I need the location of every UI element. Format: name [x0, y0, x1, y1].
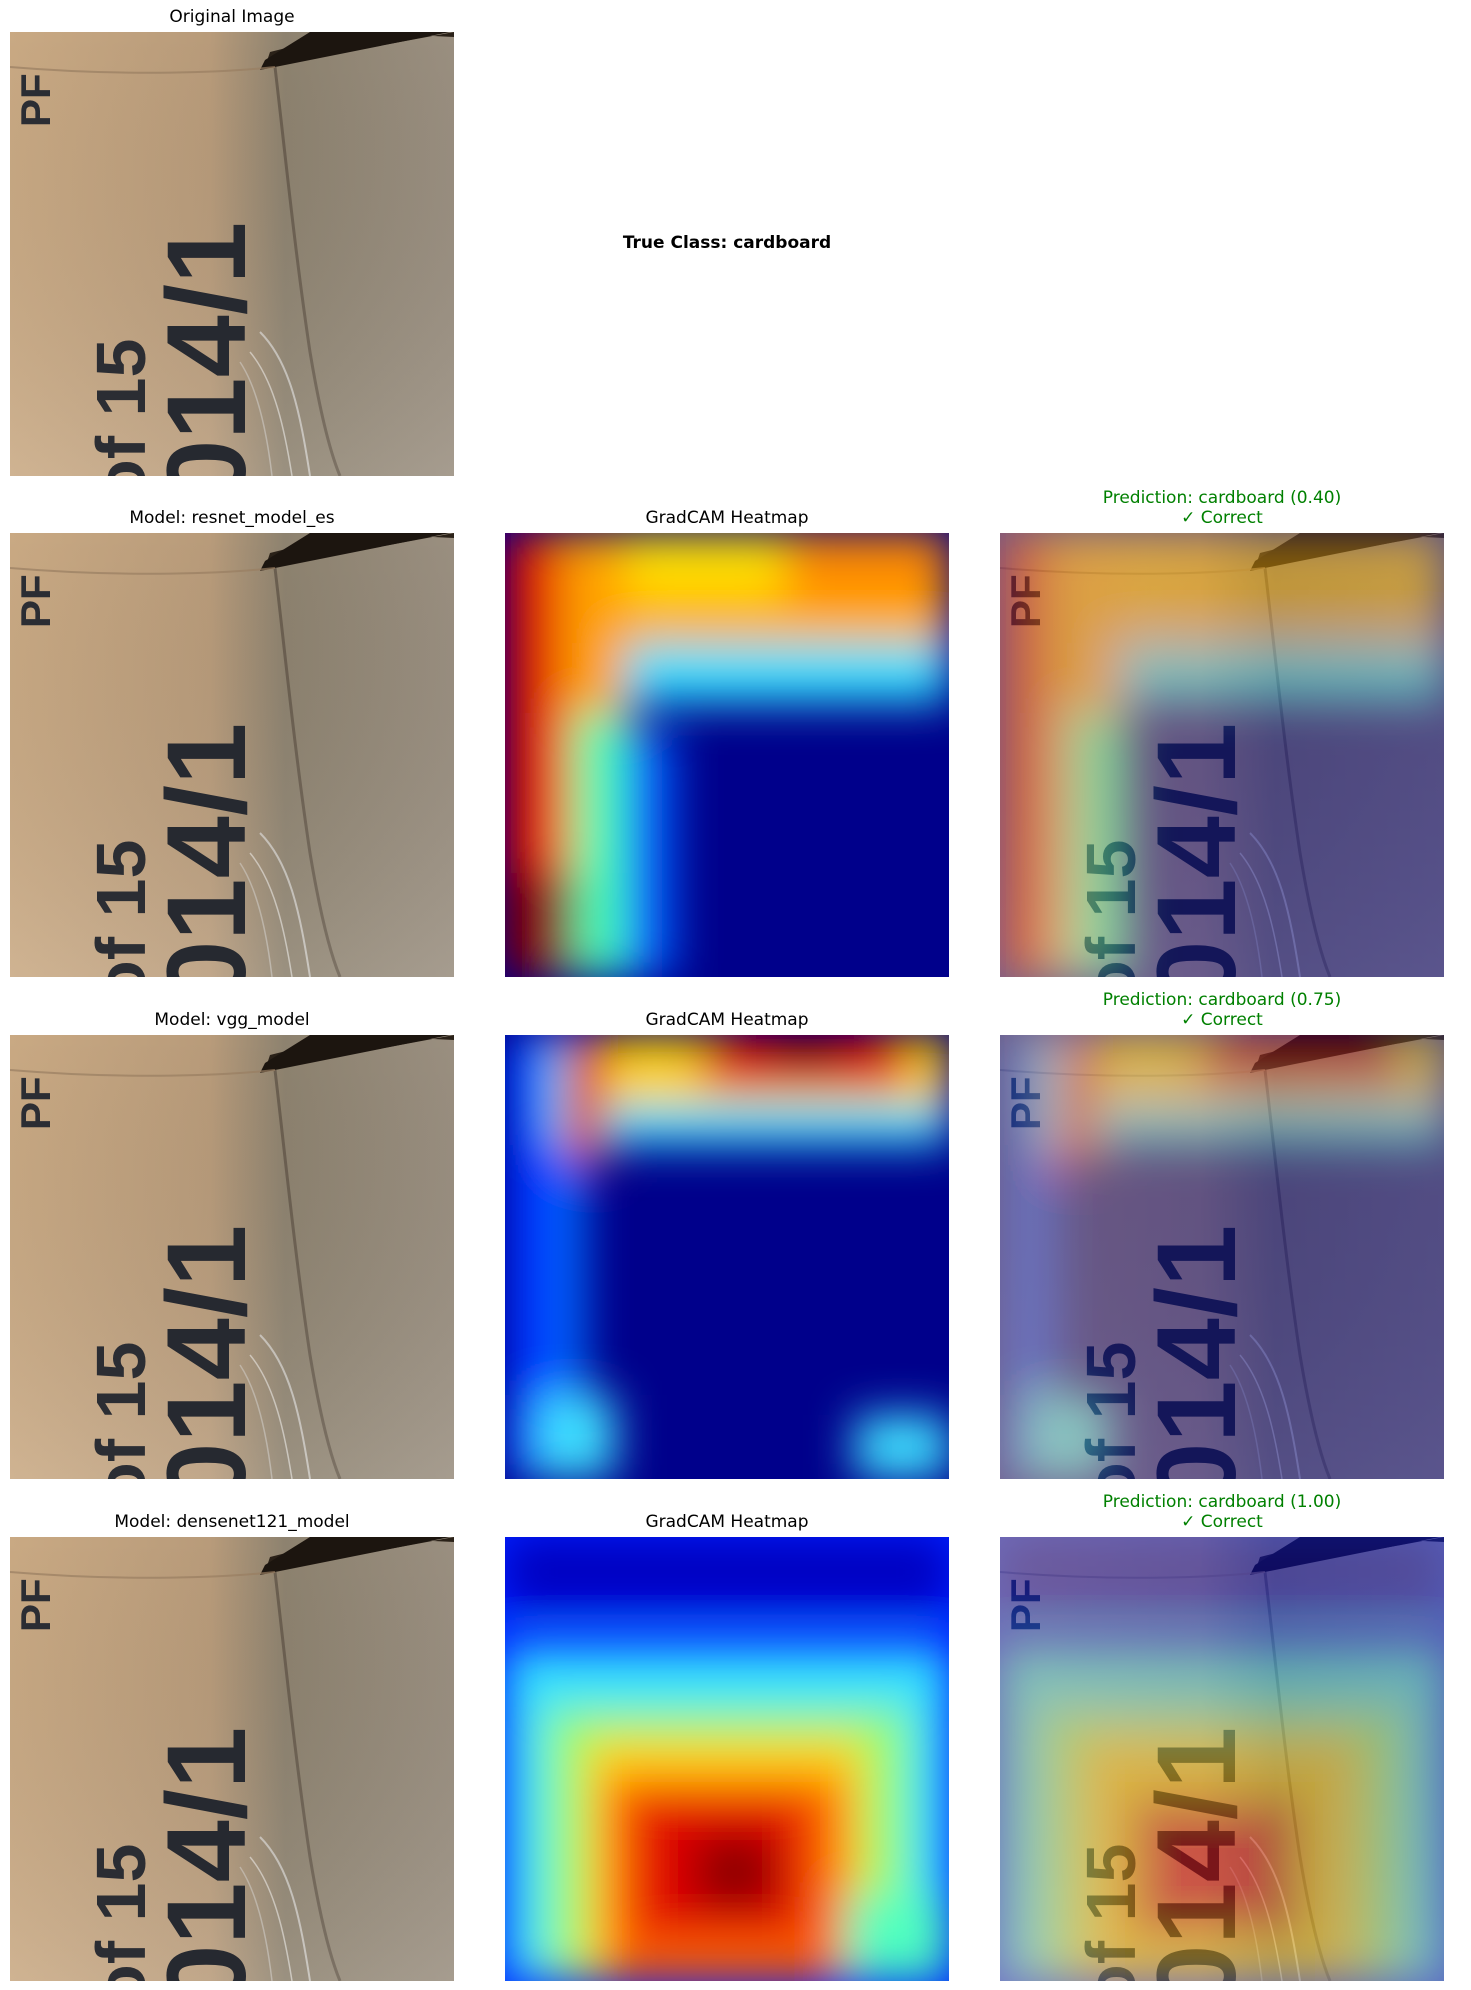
box-text-code: 014/1 [144, 222, 269, 476]
heatmap-title-densenet121: GradCAM Heatmap [645, 1512, 809, 1532]
box-text-code: 014/1 [1134, 1225, 1259, 1479]
model-title-densenet121: Model: densenet121_model [114, 1512, 350, 1532]
original-image-title: Original Image [169, 7, 295, 27]
input-image-resnet: PF of 15 014/1 [10, 533, 454, 977]
prediction-label-densenet121: Prediction: cardboard (1.00) [1102, 1492, 1342, 1512]
prediction-vgg: Prediction: cardboard (0.75) ✓ Correct [1000, 990, 1444, 1030]
gradcam-heatmap-densenet121 [505, 1537, 949, 1981]
box-text-pf: PF [12, 1578, 59, 1632]
box-text-pf: PF [12, 574, 59, 628]
prediction-correct-resnet: ✓ Correct [1181, 508, 1263, 528]
box-text-pf: PF [12, 73, 59, 127]
gradcam-heatmap-resnet [505, 533, 949, 977]
input-image-vgg: PF of 15 014/1 [10, 1035, 454, 1479]
box-text-of: of 15 [82, 339, 160, 476]
box-text-pf: PF [12, 1076, 59, 1130]
prediction-label-resnet: Prediction: cardboard (0.40) [1102, 488, 1342, 508]
prediction-correct-densenet121: ✓ Correct [1181, 1512, 1263, 1532]
box-text-of: of 15 [82, 840, 160, 977]
box-text-code: 014/1 [144, 1727, 269, 1981]
true-class-label: True Class: cardboard [622, 233, 832, 253]
gradcam-heatmap-vgg [505, 1035, 949, 1479]
prediction-resnet: Prediction: cardboard (0.40) ✓ Correct [1000, 488, 1444, 528]
prediction-label-vgg: Prediction: cardboard (0.75) [1102, 990, 1342, 1010]
box-text-of: of 15 [82, 1844, 160, 1981]
box-text-code: 014/1 [144, 1225, 269, 1479]
box-text-code: 014/1 [144, 723, 269, 977]
prediction-correct-vgg: ✓ Correct [1181, 1010, 1263, 1030]
original-image: PF of 15 014/1 [10, 32, 454, 476]
prediction-densenet121: Prediction: cardboard (1.00) ✓ Correct [1000, 1492, 1444, 1532]
heatmap-title-resnet: GradCAM Heatmap [645, 508, 809, 528]
input-image-densenet121: PF of 15 014/1 [10, 1537, 454, 1981]
heatmap-title-vgg: GradCAM Heatmap [645, 1010, 809, 1030]
model-title-resnet: Model: resnet_model_es [129, 508, 335, 528]
model-title-vgg: Model: vgg_model [154, 1010, 310, 1030]
box-text-of: of 15 [82, 1342, 160, 1479]
box-text-code: 014/1 [1134, 723, 1259, 977]
